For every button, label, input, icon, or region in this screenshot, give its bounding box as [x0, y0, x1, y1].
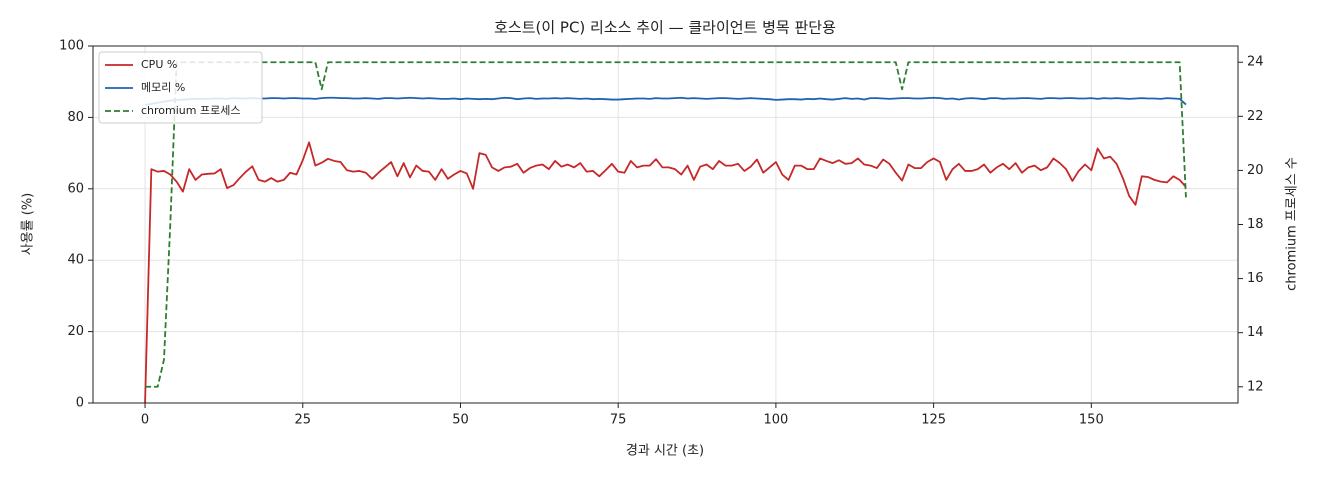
x-tick-label: 0 — [141, 413, 149, 428]
y2-tick-label: 16 — [1247, 271, 1264, 286]
y2-tick-label: 22 — [1247, 109, 1264, 124]
y2-tick-label: 14 — [1247, 325, 1264, 340]
y2-axis-label: chromium 프로세스 수 — [1285, 157, 1300, 291]
x-tick-label: 150 — [1079, 413, 1104, 428]
x-tick-label: 75 — [610, 413, 627, 428]
y2-tick-label: 24 — [1247, 55, 1264, 70]
chart-title: 호스트(이 PC) 리소스 추이 — 클라이언트 병목 판단용 — [494, 19, 836, 37]
series-line — [144, 96, 1187, 106]
legend: CPU % 메모리 % chromium 프로세스 — [98, 51, 263, 124]
x-tick-label: 25 — [294, 413, 311, 428]
y-tick-label: 100 — [59, 39, 84, 54]
x-tick-label: 50 — [452, 413, 469, 428]
x-axis-label: 경과 시간 (초) — [626, 444, 704, 459]
legend-box — [98, 51, 263, 124]
y-tick-label: 40 — [67, 253, 84, 268]
y-tick-label: 20 — [67, 324, 84, 339]
x-tick-label: 125 — [921, 413, 946, 428]
series-line — [145, 61, 1187, 388]
y2-tick-label: 12 — [1247, 379, 1264, 394]
y2-tick-label: 18 — [1247, 217, 1264, 232]
y-tick-label: 80 — [67, 110, 84, 125]
plot-frame — [92, 45, 1239, 404]
y-tick-label: 60 — [67, 181, 84, 196]
y-axis-label: 사용률 (%) — [21, 193, 36, 256]
x-tick-label: 100 — [763, 413, 788, 428]
y2-tick-label: 20 — [1247, 163, 1264, 178]
legend-label: chromium 프로세스 — [141, 104, 240, 117]
series-line — [144, 141, 1187, 404]
legend-label: 메모리 % — [141, 81, 185, 94]
y-tick-label: 0 — [76, 396, 84, 411]
legend-label: CPU % — [141, 58, 177, 71]
